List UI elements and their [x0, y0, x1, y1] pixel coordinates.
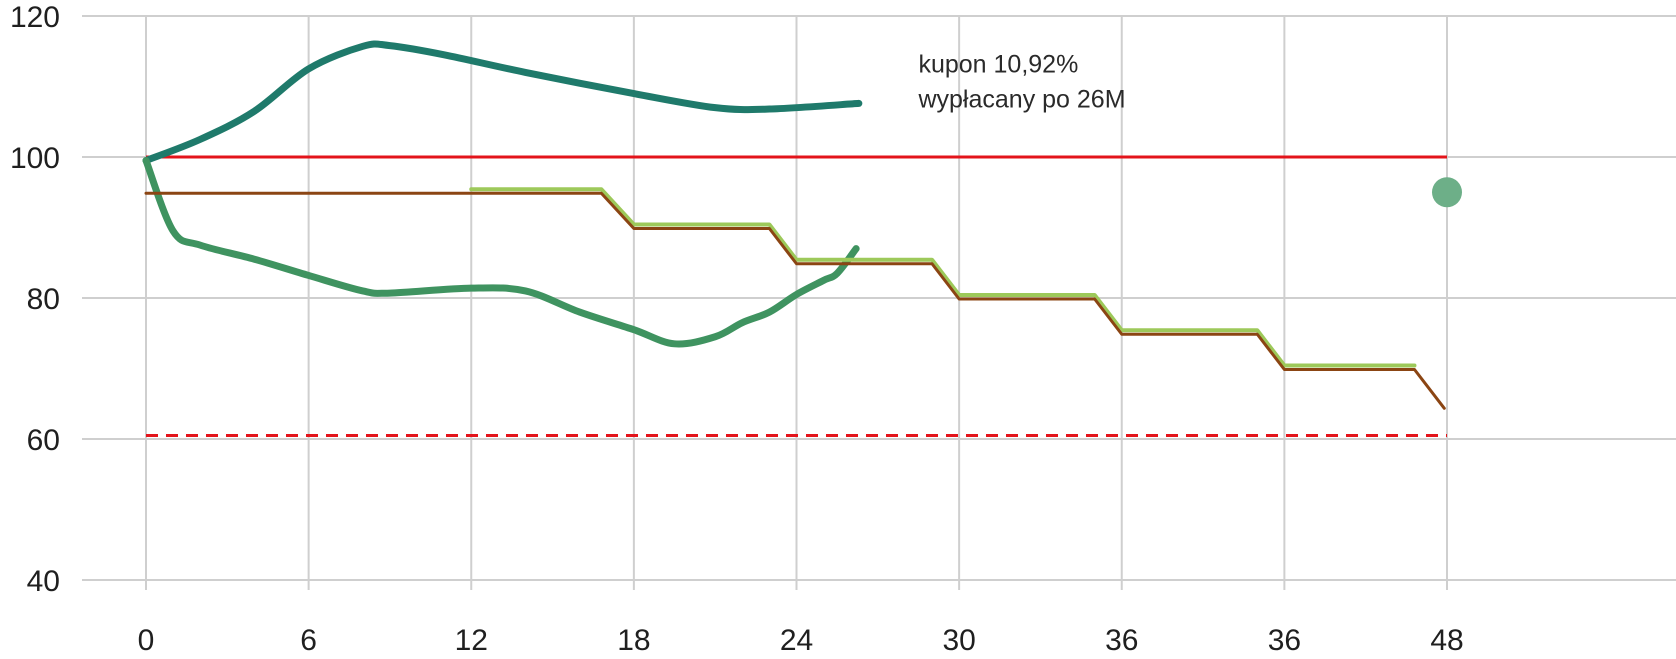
x-tick-label: 24	[780, 624, 813, 657]
x-tick-label: 6	[300, 624, 317, 657]
end-marker	[1432, 177, 1462, 208]
coupon-annotation: kupon 10,92% wypłacany po 26M	[917, 50, 1125, 113]
reference-lines	[146, 155, 1447, 437]
coupon-annotation-line-2: wypłacany po 26M	[917, 85, 1125, 113]
scenario-series-line-2	[142, 157, 860, 348]
x-tick-label: 12	[455, 624, 488, 657]
step-series-line-4	[144, 191, 1446, 410]
scenario-series-line-1	[142, 40, 863, 165]
horizontal-gridlines	[82, 15, 1676, 581]
y-tick-label: 120	[10, 1, 60, 34]
x-tick-label: 18	[617, 624, 650, 657]
x-tick-label: 30	[942, 624, 975, 657]
end-marker-group	[1432, 177, 1462, 208]
y-tick-label: 100	[10, 142, 60, 175]
x-tick-label: 48	[1430, 624, 1463, 657]
step-series-line-3	[469, 187, 1417, 368]
x-tick-label: 0	[138, 624, 155, 657]
coupon-annotation-line-1: kupon 10,92%	[918, 50, 1078, 78]
y-tick-label: 40	[27, 565, 60, 598]
y-axis-tick-labels: 40 60 80 100 120	[10, 1, 60, 598]
y-tick-label: 80	[27, 283, 60, 316]
x-tick-label: 36	[1105, 624, 1138, 657]
x-axis-tick-labels: 0 6 12 18 24 30 36 36 48	[138, 624, 1464, 657]
x-tick-label: 36	[1268, 624, 1301, 657]
vertical-gridlines	[145, 16, 1448, 590]
series-lines	[142, 40, 1446, 410]
y-tick-label: 60	[27, 424, 60, 457]
